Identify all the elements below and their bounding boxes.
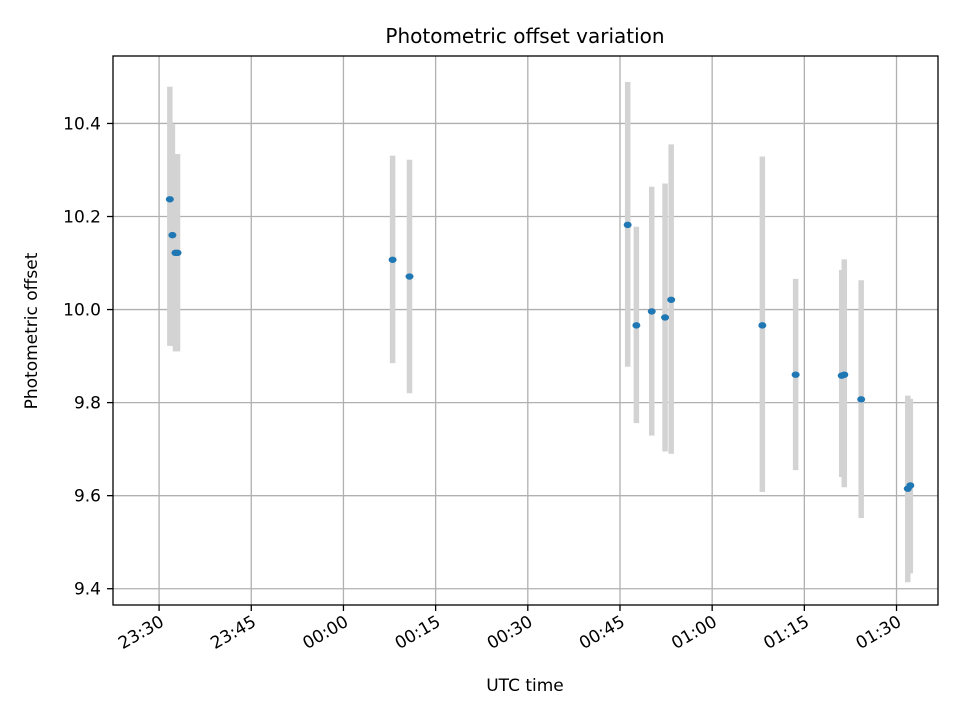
y-tick-label: 10.0 — [63, 301, 101, 321]
y-tick-label: 10.2 — [63, 208, 101, 228]
data-point — [647, 308, 656, 315]
data-point — [632, 322, 641, 329]
y-tick-label: 9.6 — [74, 487, 101, 507]
data-point — [623, 221, 632, 229]
grid — [113, 56, 938, 605]
data-point — [165, 196, 174, 203]
data-point — [791, 371, 800, 378]
data-point — [168, 231, 177, 239]
data-point — [758, 322, 767, 329]
x-axis-label: UTC time — [486, 676, 564, 696]
data-point — [667, 296, 676, 303]
y-axis-ticks: 9.4 9.6 9.8 10.0 10.2 10.4 — [63, 114, 113, 600]
data-points — [165, 196, 915, 492]
chart-title: Photometric offset variation — [385, 24, 664, 48]
plot-area-frame — [112, 55, 939, 606]
data-point — [405, 273, 414, 280]
data-point — [840, 371, 849, 378]
y-tick-label: 9.4 — [74, 580, 101, 600]
data-point — [906, 482, 915, 489]
data-point — [173, 249, 182, 257]
data-point — [661, 314, 670, 321]
data-point — [388, 256, 397, 263]
y-axis-label: Photometric offset — [22, 252, 42, 409]
y-tick-label: 9.8 — [74, 394, 101, 414]
y-tick-label: 10.4 — [63, 114, 101, 134]
data-point — [857, 396, 866, 403]
